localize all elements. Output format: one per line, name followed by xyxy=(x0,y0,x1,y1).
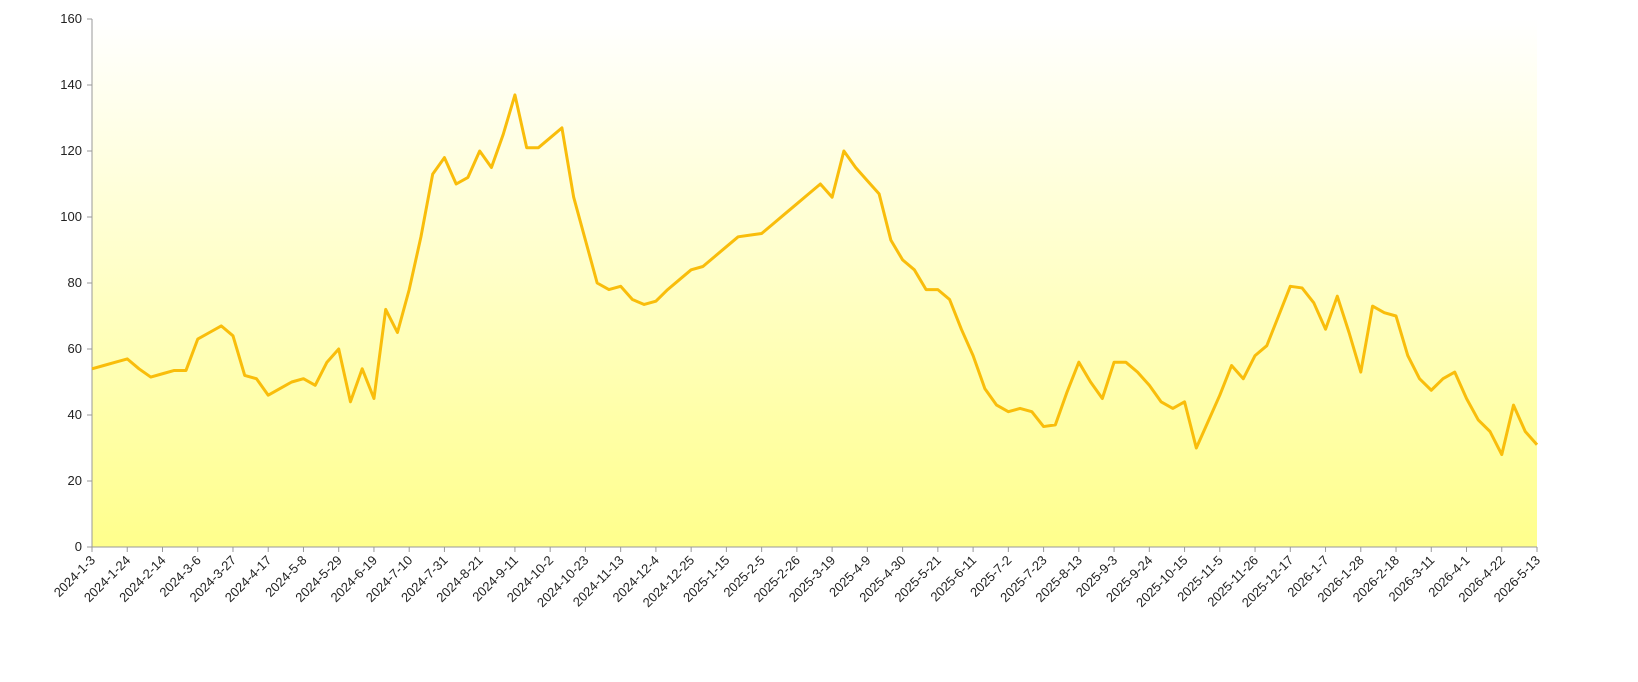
y-tick-label: 120 xyxy=(60,143,82,158)
y-tick-label: 40 xyxy=(68,407,82,422)
y-tick-label: 140 xyxy=(60,77,82,92)
y-tick-label: 60 xyxy=(68,341,82,356)
y-tick-label: 100 xyxy=(60,209,82,224)
y-tick-label: 80 xyxy=(68,275,82,290)
y-tick-label: 20 xyxy=(68,473,82,488)
line xyxy=(91,93,1539,457)
plot-area xyxy=(92,19,1537,547)
y-tick-label: 0 xyxy=(75,539,82,554)
y-tick-label: 160 xyxy=(60,11,82,26)
